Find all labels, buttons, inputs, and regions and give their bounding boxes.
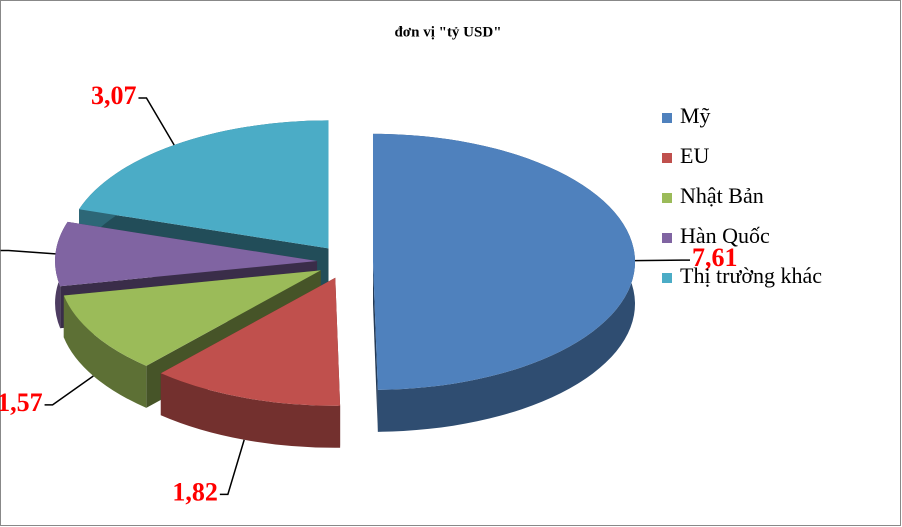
leader-line xyxy=(634,259,690,262)
slice-top xyxy=(372,133,635,390)
slice-top xyxy=(63,270,321,366)
value-label: 1,82 xyxy=(172,477,218,506)
leader-line xyxy=(138,97,175,146)
legend-label: Hàn Quốc xyxy=(680,223,770,248)
value-label: 1,57 xyxy=(0,388,43,417)
leader-line xyxy=(0,249,56,255)
slice-wall xyxy=(372,261,378,432)
chart-title: đơn vị "tỷ USD" xyxy=(394,24,501,40)
legend-label: Nhật Bản xyxy=(680,183,764,208)
legend-swatch xyxy=(662,153,672,163)
slice-top xyxy=(79,120,329,249)
legend-swatch xyxy=(662,113,672,123)
slice-top xyxy=(160,277,341,406)
slice-side xyxy=(63,295,147,408)
value-label: 3,07 xyxy=(91,81,137,110)
leader-line xyxy=(219,439,245,496)
slice-side xyxy=(160,373,341,448)
slice-top xyxy=(55,221,318,287)
legend-swatch xyxy=(662,233,672,243)
slice xyxy=(160,277,341,448)
legend-label: EU xyxy=(680,143,709,168)
legend-swatch xyxy=(662,193,672,203)
legend-label: Mỹ xyxy=(680,103,711,128)
legend-swatch xyxy=(662,273,672,283)
slice xyxy=(372,133,635,432)
value-label: 7,61 xyxy=(692,243,738,272)
leader-line xyxy=(44,375,94,406)
legend-label: Thị trường khác xyxy=(680,263,822,288)
